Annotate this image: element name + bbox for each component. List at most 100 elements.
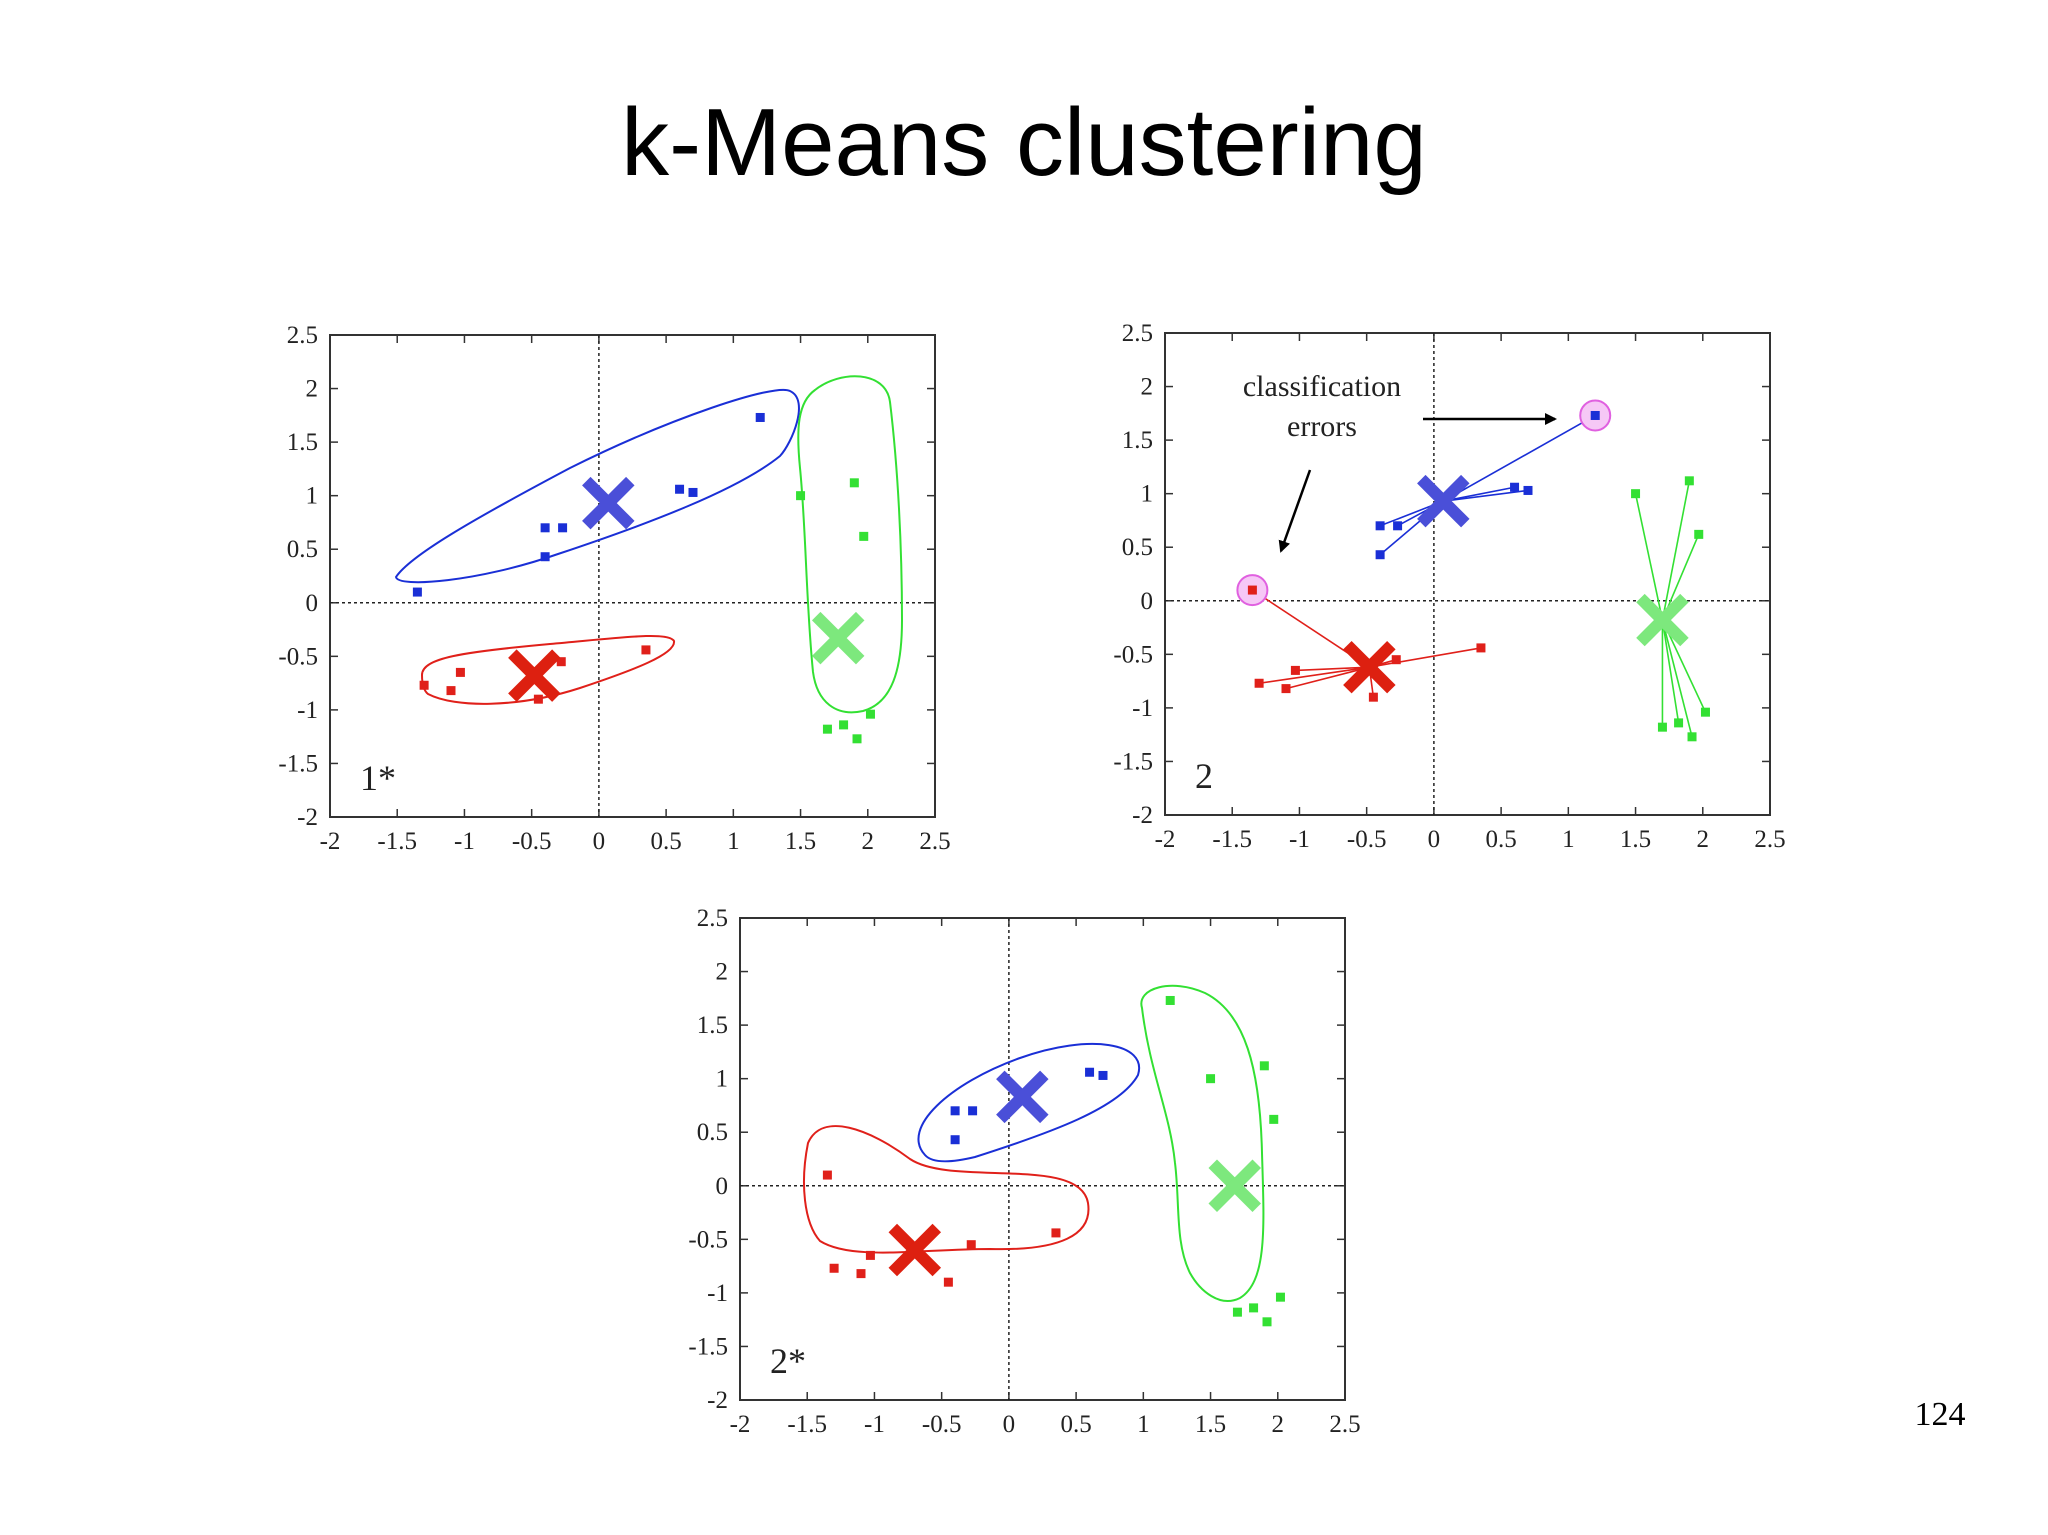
data-point — [1249, 1303, 1259, 1313]
x-tick-label: -0.5 — [1347, 826, 1387, 853]
assignment-line — [1369, 647, 1482, 668]
x-tick-label: -1 — [454, 828, 475, 855]
data-point — [1281, 684, 1291, 694]
series-red — [419, 645, 651, 704]
series-green — [1165, 995, 1285, 1327]
scatter-plot-1: -2 -1.5 -1 -0.5 0 0.5 1 1.5 2 2.5 2.5 2 1.5 1 0.5 0 -0.5… — [278, 322, 950, 855]
data-point — [556, 657, 566, 667]
y-tick-label: 1.5 — [697, 1012, 728, 1039]
assignment-line — [1661, 619, 1693, 738]
x-tick-label: 1 — [727, 828, 740, 855]
series-blue — [412, 412, 765, 597]
assignment-line — [1285, 666, 1370, 690]
y-tick-label: 1.5 — [1122, 427, 1153, 454]
y-tick-label: 1 — [716, 1066, 729, 1093]
assignment-line — [1443, 489, 1529, 502]
data-point — [966, 1240, 976, 1250]
centroid-marker — [811, 611, 865, 665]
assignment-line — [1661, 480, 1691, 621]
plot-area — [739, 917, 1346, 1401]
y-tick-label: -0.5 — [688, 1226, 728, 1253]
data-point — [1391, 655, 1401, 665]
data-point — [1275, 1292, 1285, 1302]
annotation-line-2: errors — [1287, 410, 1357, 443]
cluster-outlines — [394, 375, 904, 714]
y-tick-label: 2 — [306, 376, 319, 403]
data-point — [822, 1170, 832, 1180]
y-tick-label: -0.5 — [278, 643, 318, 670]
plot-frame: -2 -1.5 -1 -0.5 0 0.5 1 1.5 2 2.5 2.5 2 1.5 1 0.5 0 -0.5… — [688, 905, 1360, 1438]
data-point — [1523, 485, 1533, 495]
centroid-marker — [1636, 593, 1689, 647]
x-tick-label: 0.5 — [650, 828, 681, 855]
data-point — [412, 587, 422, 597]
classification-errors-annotation: classification errors — [1243, 370, 1557, 553]
assignment-line — [1258, 666, 1370, 685]
data-point — [1232, 1307, 1242, 1317]
data-point — [1631, 489, 1641, 499]
data-point — [675, 484, 685, 494]
slide-title: k-Means clustering — [621, 89, 1427, 196]
data-point — [1262, 1317, 1272, 1327]
page-number: 124 — [1914, 1396, 1966, 1433]
annotation-arrow-left — [1278, 469, 1312, 553]
centroid-marker — [1343, 640, 1396, 694]
data-point — [1393, 521, 1403, 531]
x-tick-label: 0.5 — [1060, 1411, 1091, 1438]
data-point — [1290, 665, 1300, 675]
y-tick-label: -1 — [297, 697, 318, 724]
data-point — [1700, 707, 1710, 717]
data-point — [419, 680, 429, 690]
data-point — [859, 531, 869, 541]
data-point — [1684, 476, 1694, 486]
x-tick-label: 1.5 — [1620, 826, 1651, 853]
x-tick-label: -1 — [1289, 826, 1310, 853]
data-point — [796, 491, 806, 501]
data-point — [1368, 692, 1378, 702]
centroid-marker — [996, 1070, 1049, 1124]
cluster-outline-blue — [394, 388, 800, 584]
data-point — [1375, 550, 1385, 560]
series-blue — [950, 1067, 1108, 1145]
y-tick-label: 2 — [1141, 374, 1154, 401]
centroid-stroke-b — [811, 611, 865, 665]
data-point — [1098, 1070, 1108, 1080]
data-point — [856, 1269, 866, 1279]
x-tick-label: 2 — [862, 828, 875, 855]
y-tick-label: 1 — [306, 483, 319, 510]
x-tick-label: 1 — [1137, 1411, 1150, 1438]
data-point — [1247, 585, 1257, 595]
centroid-marker — [1208, 1159, 1261, 1213]
data-point — [1375, 521, 1385, 531]
x-tick-label: 1.5 — [1195, 1411, 1226, 1438]
x-tick-label: -1.5 — [377, 828, 417, 855]
series-red — [1247, 585, 1486, 702]
centroid-stroke-b — [508, 649, 561, 702]
y-tick-label: -1.5 — [278, 750, 318, 777]
y-tick-label: -1.5 — [1113, 748, 1153, 775]
cluster-outline-blue — [917, 1042, 1141, 1163]
centroid-marker — [1417, 474, 1470, 528]
y-tick-label: 0 — [306, 590, 319, 617]
y-tick-label: 2.5 — [697, 905, 728, 932]
plot-frame: -2 -1.5 -1 -0.5 0 0.5 1 1.5 2 2.5 2.5 2 1.5 1 0.5 0 -0.5… — [1113, 320, 1785, 853]
data-point — [455, 667, 465, 677]
centroid-stroke-b — [1208, 1159, 1261, 1213]
data-point — [1051, 1228, 1061, 1238]
plot-area — [329, 334, 936, 818]
centroid-stroke-b — [582, 476, 635, 530]
plot-area — [1164, 332, 1771, 816]
data-point — [540, 552, 550, 562]
data-point — [1259, 1061, 1269, 1071]
y-tick-label: 2.5 — [287, 322, 318, 349]
centroid-marker — [508, 649, 561, 702]
data-point — [1694, 529, 1704, 539]
data-point — [540, 523, 550, 533]
x-tick-label: 1.5 — [785, 828, 816, 855]
x-tick-label: -1.5 — [1212, 826, 1252, 853]
centroid-stroke-b — [1343, 640, 1396, 694]
assignment-line — [1634, 493, 1664, 621]
centroid-marker — [888, 1223, 942, 1277]
centroid-stroke-b — [1636, 593, 1689, 647]
series-red — [822, 1170, 1061, 1287]
